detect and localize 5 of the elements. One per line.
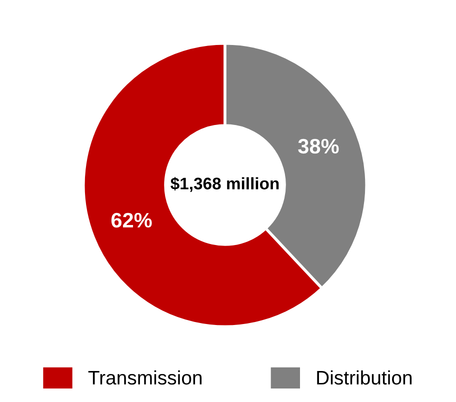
legend-label: Distribution xyxy=(317,370,412,385)
text: $1,368 million xyxy=(170,176,279,192)
data-label: 38% xyxy=(298,138,339,154)
legend-label: Transmission xyxy=(88,370,202,385)
data-label: 62% xyxy=(111,212,152,228)
